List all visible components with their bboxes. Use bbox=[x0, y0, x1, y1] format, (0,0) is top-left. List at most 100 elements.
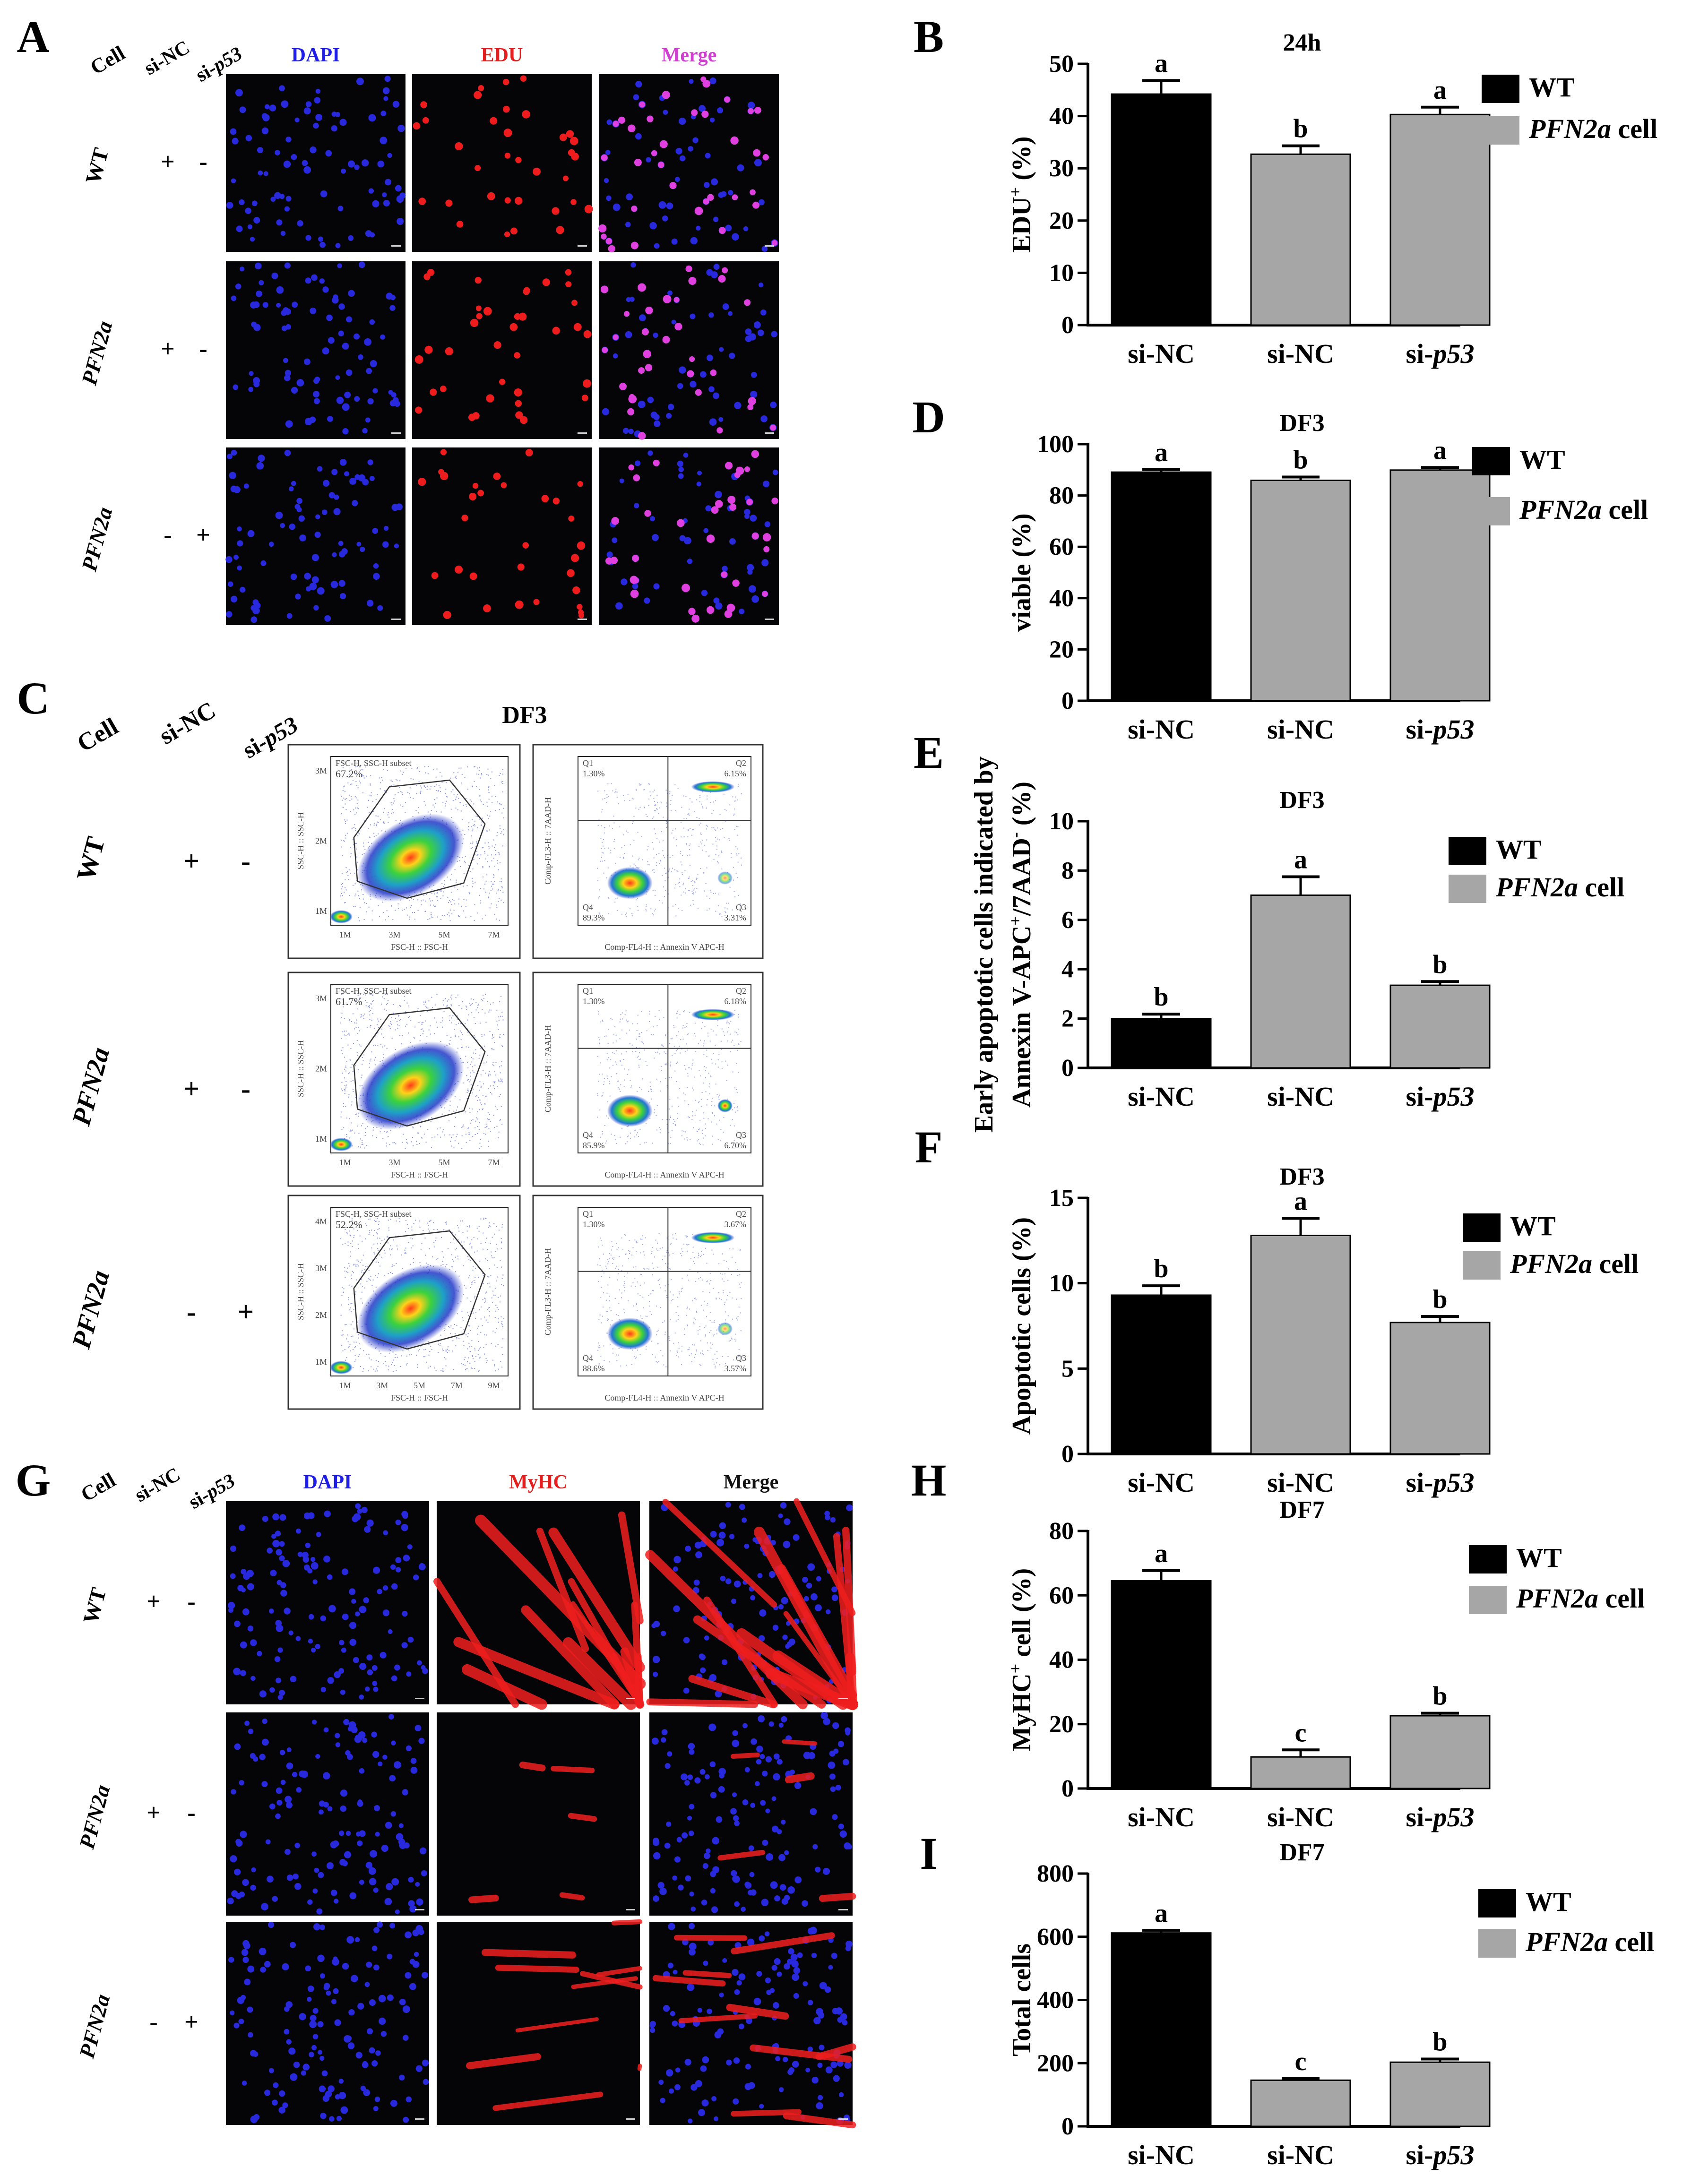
micrograph-g-r1-c2-myotube bbox=[536, 1528, 589, 1652]
y-tick-label: 30 bbox=[1049, 155, 1074, 182]
y-tick-label: 60 bbox=[1049, 533, 1074, 560]
col-header-cell: Cell bbox=[73, 713, 123, 757]
facs-q2-name: Q2 bbox=[736, 1209, 746, 1219]
micrograph-g-r3-c3-scale-bar bbox=[838, 2118, 848, 2120]
y-tick-label: 5 bbox=[1061, 1355, 1074, 1382]
micrograph-g-r1-c2-myotube bbox=[562, 1637, 637, 1710]
x-tick-label: si-NC bbox=[1267, 1467, 1334, 1498]
y-tick-label: 40 bbox=[1049, 1647, 1074, 1674]
micrograph-a-r1-c1-nuclei bbox=[226, 76, 406, 249]
facs-fsc-tick: 5M bbox=[414, 1381, 425, 1390]
facs-fsc-tick: 3M bbox=[388, 930, 400, 939]
y-axis-label: Annexin V-APC+/7AAD- (%) bbox=[1006, 782, 1036, 1108]
legend-swatch-pfn2a bbox=[1482, 116, 1519, 145]
y-axis-label-part: MyHC bbox=[1007, 1673, 1036, 1751]
facs-early-apoptotic-cluster bbox=[717, 1099, 733, 1113]
chart-title: 24h bbox=[1283, 29, 1321, 56]
micrograph-g-r3-c3-myotube bbox=[726, 2003, 789, 2020]
micrograph-g-r3-c3-nuclei bbox=[649, 1923, 853, 2125]
facs-fsc-tick: 1M bbox=[339, 1158, 351, 1167]
facs-q2-percent: 6.15% bbox=[725, 769, 747, 778]
micrograph-g-r3-c3-myotube bbox=[731, 1932, 835, 1955]
micrograph-g-r1-c1-background bbox=[226, 1501, 429, 1704]
sign-si-p53: + bbox=[196, 522, 210, 549]
facs-q2-percent: 3.67% bbox=[725, 1220, 747, 1229]
facs-apoptosis-axes bbox=[578, 984, 751, 1153]
facs-early-apoptotic-cluster bbox=[717, 871, 733, 885]
micrograph-g-r1-c3-myotube bbox=[646, 1698, 759, 1708]
micrograph-g-r1-c2-myotube bbox=[618, 1511, 644, 1625]
sign-si-p53: + bbox=[238, 1296, 254, 1327]
micrograph-g-r1-c3-myotube bbox=[688, 1675, 777, 1709]
facs-ssc-tick: 3M bbox=[315, 1264, 327, 1273]
facs-apoptosis-axes bbox=[578, 1207, 751, 1376]
y-tick-label: 200 bbox=[1037, 2050, 1074, 2077]
significance-letter: a bbox=[1433, 436, 1447, 465]
micrograph-a-r3-c2-background bbox=[412, 447, 592, 625]
micrograph-a-r3-c1 bbox=[225, 447, 405, 625]
micrograph-a-r2-c1-background bbox=[226, 261, 405, 439]
micrograph-g-r1-c2-myotube bbox=[570, 1601, 643, 1707]
channel-label-dapi: DAPI bbox=[303, 1471, 352, 1493]
x-tick-label: si-NC bbox=[1267, 2140, 1334, 2170]
panel-letter-d: D bbox=[912, 392, 945, 442]
significance-letter: a bbox=[1155, 1899, 1168, 1928]
micrograph-a-r2-c3 bbox=[599, 261, 779, 440]
x-tick-label: si-NC bbox=[1267, 1081, 1334, 1112]
micrograph-g-r1-c3-nuclei bbox=[651, 1502, 853, 1705]
panel-letter-i: I bbox=[920, 1828, 937, 1879]
x-tick-label: si-NC bbox=[1267, 338, 1334, 369]
row-label-pfn2a: PFN2a bbox=[77, 505, 117, 574]
sign-si-nc: + bbox=[161, 148, 175, 175]
micrograph-g-r1-c3 bbox=[645, 1498, 859, 1711]
channel-label-merge: Merge bbox=[662, 44, 717, 66]
micrograph-g-r3-c3 bbox=[649, 1922, 856, 2129]
y-tick-label: 8 bbox=[1061, 857, 1074, 884]
y-tick-label: 15 bbox=[1049, 1185, 1074, 1212]
facs-fsc-tick: 1M bbox=[339, 930, 351, 939]
sign-si-p53: - bbox=[199, 335, 207, 362]
y-tick-label: 0 bbox=[1061, 1775, 1074, 1802]
y-axis-label-part: cell (%) bbox=[1007, 1568, 1036, 1664]
legend-gene: PFN2a bbox=[1525, 1926, 1608, 1957]
micrograph-a-r2-c2 bbox=[412, 261, 592, 439]
micrograph-g-r1-c3-myotube bbox=[794, 1498, 856, 1616]
legend-swatch-pfn2a bbox=[1449, 875, 1486, 903]
facs-ssc-tick: 4M bbox=[315, 1217, 327, 1226]
y-axis-label-part: + bbox=[1006, 1664, 1025, 1674]
bar bbox=[1389, 1322, 1491, 1455]
chart-f: F DF3 0 5 10 15 Apoptotic cells (%) b si-NC a si-N… bbox=[915, 1122, 1639, 1498]
legend-gene: PFN2a bbox=[1528, 113, 1611, 144]
y-tick-label: 0 bbox=[1061, 688, 1074, 714]
facs-q4-percent: 89.3% bbox=[583, 913, 605, 922]
sign-si-p53: - bbox=[199, 148, 207, 175]
significance-letter: b bbox=[1432, 2028, 1447, 2057]
y-tick-label: 10 bbox=[1049, 1270, 1074, 1297]
micrograph-a-r2-c1-scale-bar bbox=[391, 432, 401, 434]
micrograph-a-r1-c1 bbox=[226, 74, 406, 252]
x-tick-label-prefix: si- bbox=[1406, 1467, 1433, 1498]
facs-ssc-tick: 3M bbox=[315, 994, 327, 1003]
facs-ssc-tick: 2M bbox=[315, 1310, 327, 1320]
facs-q1-percent: 1.30% bbox=[583, 769, 605, 778]
legend-swatch-pfn2a bbox=[1463, 1251, 1501, 1280]
micrograph-a-r1-c3 bbox=[598, 74, 779, 253]
x-tick-label: si-NC bbox=[1267, 714, 1334, 745]
micrograph-g-r3-c2-myotube bbox=[492, 2091, 604, 2111]
bar bbox=[1389, 1715, 1491, 1789]
y-tick-label: 50 bbox=[1049, 51, 1074, 77]
micrograph-g-r2-c2-myotube bbox=[568, 1813, 597, 1822]
bar bbox=[1250, 480, 1351, 702]
sign-si-p53: - bbox=[241, 845, 250, 877]
micrograph-a-r2-c2-scale-bar bbox=[578, 432, 587, 434]
y-tick-label: 80 bbox=[1049, 1518, 1074, 1545]
facs-q1-percent: 1.30% bbox=[583, 997, 605, 1006]
significance-letter: a bbox=[1155, 49, 1168, 78]
sign-si-p53: + bbox=[184, 2009, 198, 2036]
col-header-cell: Cell bbox=[77, 1468, 120, 1506]
x-tick-label: si-p53 bbox=[1406, 1802, 1475, 1832]
chart-title: DF7 bbox=[1279, 1839, 1324, 1866]
